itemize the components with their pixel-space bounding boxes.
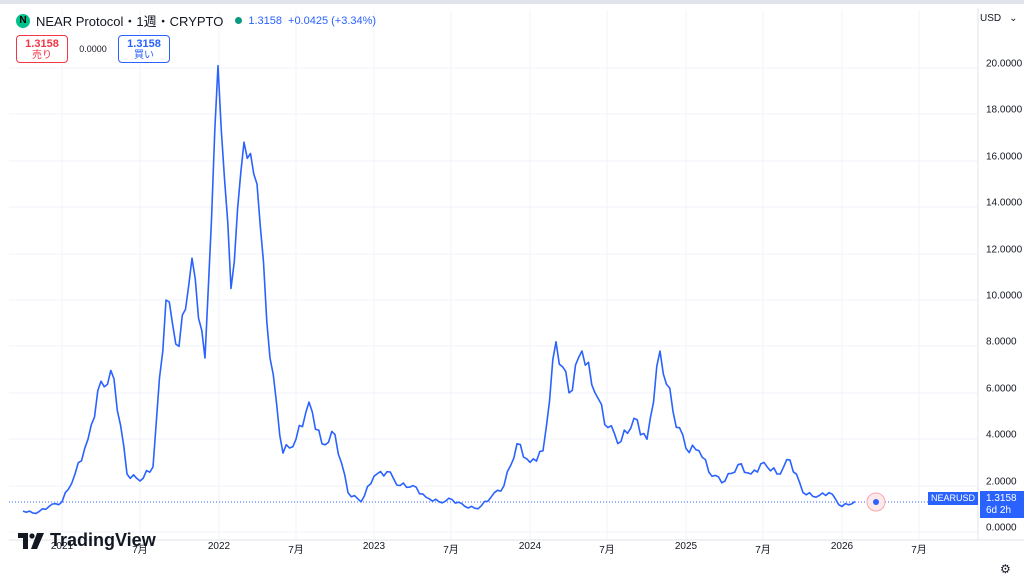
y-tick-label: 18.0000 (986, 104, 1023, 116)
y-tick-label: 2.0000 (986, 476, 1017, 488)
x-tick-label: 7月 (443, 545, 459, 556)
sell-button[interactable]: 1.3158 売り (16, 35, 68, 63)
x-tick-label: 7月 (911, 545, 927, 556)
buy-price: 1.3158 (127, 38, 161, 50)
price-line (22, 64, 856, 515)
x-tick-label: 2024 (518, 541, 542, 552)
y-tick-label: 14.0000 (986, 197, 1023, 209)
y-axis[interactable]: 20.0000 18.0000 16.0000 14.0000 12.0000 10.00… (984, 0, 1024, 540)
market-status-icon (235, 17, 243, 24)
y-tick-label: 8.0000 (986, 336, 1017, 348)
price-tag-countdown: 6d 2h (986, 505, 1012, 516)
price-tag: 1.3158 6d 2h (980, 491, 1024, 518)
x-tick-label: 2021 (50, 541, 74, 552)
x-tick-label: 2022 (207, 541, 231, 552)
sell-price: 1.3158 (25, 38, 59, 50)
y-tick-label: 16.0000 (986, 151, 1023, 163)
x-tick-label: 7月 (288, 545, 304, 556)
spread-value: 0.0000 (79, 44, 107, 54)
y-tick-label: 0.0000 (986, 522, 1017, 534)
currency-selector[interactable]: USD ⌄ (980, 13, 1018, 24)
last-price: 1.3158 (248, 14, 283, 27)
price-chart[interactable] (0, 4, 1024, 588)
symbol-tag: NEARUSD (928, 492, 978, 505)
x-tick-label: 2023 (362, 541, 386, 552)
buy-label: 買い (134, 50, 154, 61)
buy-button[interactable]: 1.3158 買い (118, 35, 170, 63)
price-tag-value: 1.3158 (986, 493, 1017, 504)
x-tick-label: 2025 (674, 541, 698, 552)
trade-quotes: 1.3158 売り 0.0000 1.3158 買い (16, 35, 170, 63)
settings-icon[interactable]: ⚙ (1000, 562, 1011, 576)
x-tick-label: 2026 (830, 541, 854, 552)
chevron-down-icon: ⌄ (1009, 13, 1018, 24)
symbol-title[interactable]: NEAR Protocol・1週・CRYPTO (36, 14, 224, 29)
last-point-dot (873, 499, 879, 505)
near-logo-icon: N (16, 13, 30, 28)
symbol-legend: N NEAR Protocol・1週・CRYPTO 1.3158 +0.0425… (16, 11, 376, 30)
x-tick-label: 7月 (755, 545, 771, 556)
grid-lines (9, 10, 978, 540)
currency-value: USD (980, 13, 1002, 24)
x-tick-label: 7月 (599, 545, 615, 556)
y-tick-label: 12.0000 (986, 244, 1023, 256)
tradingview-logo[interactable]: TradingView (18, 530, 156, 551)
y-tick-label: 6.0000 (986, 383, 1017, 395)
price-change: +0.0425 (+3.34%) (288, 14, 377, 27)
y-tick-label: 10.0000 (986, 290, 1023, 302)
x-tick-label: 7月 (132, 545, 148, 556)
y-tick-label: 20.0000 (986, 58, 1023, 70)
sell-label: 売り (32, 50, 52, 61)
tradingview-mark-icon (18, 532, 44, 549)
tradingview-name: TradingView (50, 530, 156, 550)
y-tick-label: 4.0000 (986, 429, 1017, 441)
